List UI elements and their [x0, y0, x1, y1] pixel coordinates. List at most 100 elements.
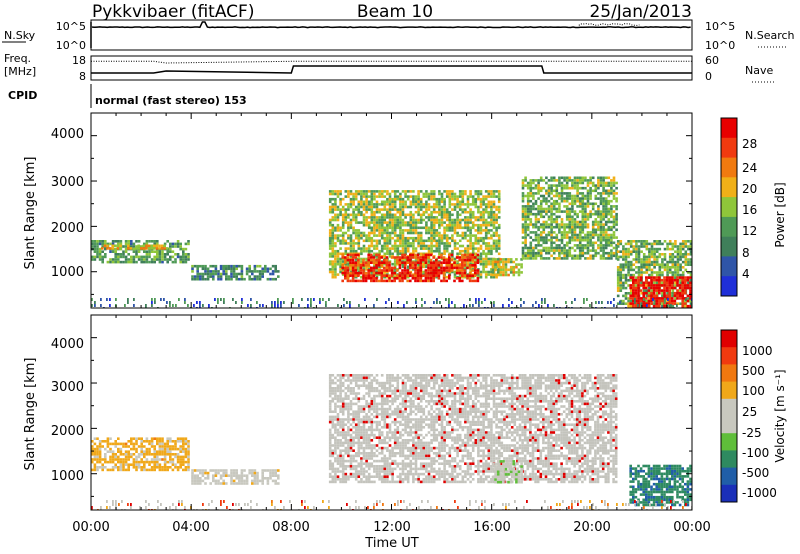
heat-cell — [629, 279, 633, 282]
heat-cell — [604, 176, 608, 180]
heat-cell — [364, 274, 368, 277]
heat-cell — [386, 197, 389, 201]
heat-cell — [377, 264, 381, 267]
heat-cell — [193, 474, 197, 477]
noise-cell — [532, 304, 534, 307]
heat-cell — [469, 242, 472, 245]
heat-cell — [461, 244, 465, 248]
heat-cell — [445, 190, 449, 193]
cpid-label: CPID — [8, 89, 37, 102]
heat-cell — [187, 453, 190, 456]
heat-cell — [547, 233, 551, 237]
heat-cell — [504, 258, 508, 261]
heat-cell — [584, 225, 587, 229]
heat-cell — [347, 208, 350, 211]
heat-cell — [547, 225, 551, 229]
heat-cell — [615, 244, 618, 247]
nsearch-line — [578, 23, 640, 26]
heat-cell — [219, 275, 223, 278]
heat-cell — [150, 240, 154, 243]
heat-cell — [193, 275, 197, 278]
noise-cell — [217, 298, 219, 301]
heat-cell — [401, 247, 405, 250]
noise-cell — [166, 301, 168, 304]
heat-cell — [419, 279, 422, 283]
heat-cell — [676, 297, 679, 300]
heat-cell — [612, 189, 616, 193]
heat-cell — [432, 234, 436, 237]
noise-cell — [388, 298, 390, 301]
colorbar-swatch — [721, 177, 737, 198]
heat-cell — [248, 471, 251, 475]
heat-cell — [214, 471, 218, 475]
heat-cell — [206, 267, 210, 271]
heat-cell — [403, 253, 407, 257]
heat-cell — [373, 244, 376, 248]
heat-cell — [409, 271, 412, 275]
heat-cell — [560, 246, 564, 250]
heat-cell — [464, 236, 467, 240]
heat-cell — [352, 242, 355, 245]
heat-cell — [576, 257, 579, 260]
heat-cell — [435, 218, 439, 222]
heat-cell — [550, 202, 553, 206]
heat-cell — [597, 192, 600, 195]
heat-cell — [521, 241, 525, 245]
heat-cell — [98, 253, 102, 256]
heat-cell — [653, 281, 656, 285]
heat-cell — [140, 442, 143, 446]
heat-cell — [443, 244, 446, 248]
heat-cell — [479, 226, 483, 230]
heat-cell — [487, 213, 491, 217]
heat-cell — [375, 264, 378, 267]
heat-cell — [655, 302, 658, 305]
heat-cell — [648, 297, 651, 300]
heat-cell — [589, 257, 592, 260]
heat-cell — [432, 229, 436, 232]
heat-cell — [222, 267, 225, 271]
heat-cell — [529, 236, 533, 239]
heat-cell — [499, 260, 503, 264]
heat-cell — [661, 263, 664, 266]
heat-cell — [341, 218, 345, 222]
heat-cell — [347, 260, 350, 263]
heat-cell — [201, 471, 205, 475]
heat-cell — [391, 208, 394, 211]
freq-label-2: [MHz] — [4, 65, 36, 78]
heat-cell — [661, 242, 664, 246]
heat-cell — [383, 247, 387, 250]
heat-cell — [409, 205, 413, 209]
heat-cell — [545, 223, 548, 226]
heat-cell — [370, 277, 373, 280]
heat-cell — [253, 479, 257, 483]
noise-cell — [652, 298, 654, 301]
heat-cell — [458, 234, 462, 237]
heat-cell — [393, 279, 396, 283]
heat-cell — [684, 268, 688, 272]
heat-cell — [479, 205, 483, 209]
heat-cell — [671, 266, 675, 269]
heat-cell — [430, 226, 433, 230]
heat-cell — [591, 202, 595, 206]
heat-cell — [487, 262, 491, 266]
heat-cell — [277, 275, 280, 278]
heat-cell — [458, 208, 462, 211]
heat-cell — [624, 258, 628, 261]
power-cb-tick-28: 28 — [742, 137, 757, 151]
heat-cell — [490, 195, 493, 198]
heat-cell — [336, 223, 340, 227]
heat-cell — [117, 258, 120, 261]
heat-cell — [130, 255, 133, 259]
heat-cell — [416, 266, 420, 270]
heat-cell — [622, 250, 625, 253]
heat-cell — [640, 260, 643, 264]
heat-cell — [277, 469, 280, 472]
heat-cell — [504, 268, 508, 272]
noise-cell — [484, 298, 486, 301]
heat-cell — [191, 471, 194, 475]
heat-cell — [451, 195, 454, 198]
heat-cell — [479, 262, 483, 266]
heat-cell — [492, 234, 496, 237]
heat-cell — [166, 440, 169, 443]
heat-cell — [599, 254, 603, 258]
